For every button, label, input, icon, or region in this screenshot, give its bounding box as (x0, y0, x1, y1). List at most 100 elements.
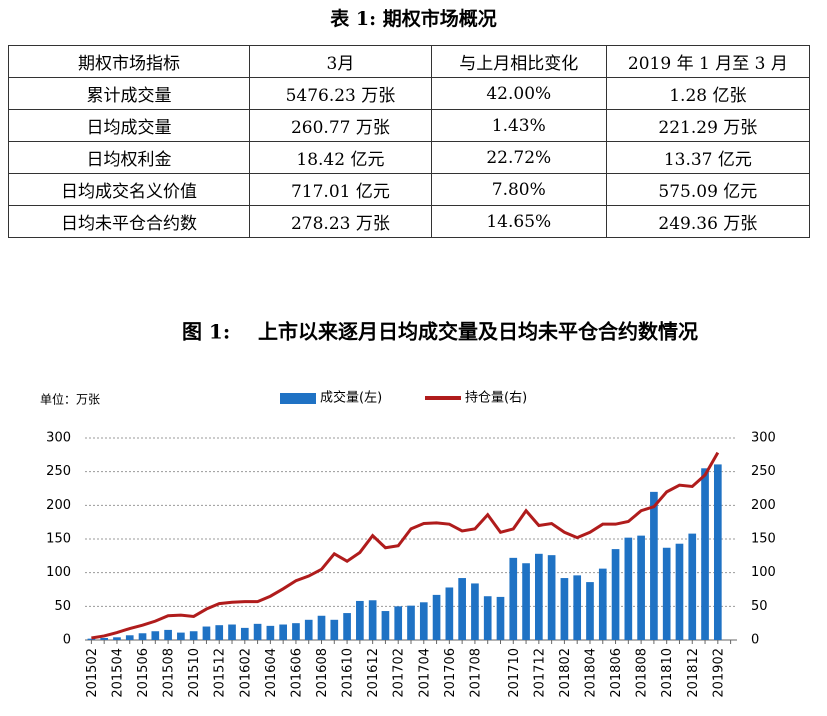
bar (253, 623, 262, 640)
header-row: 期权市场指标 3月 与上月相比变化 2019 年 1 月至 3 月 (7, 45, 811, 78)
y-tick-label: 200 (46, 498, 71, 513)
table-cell: 7.80% (430, 173, 607, 206)
bar (419, 602, 428, 640)
unit-label: 单位：万张 (40, 392, 100, 407)
bar (407, 605, 415, 640)
y-tick-label: 300 (46, 431, 71, 446)
y2-tick-label: 100 (751, 565, 776, 580)
table-cell: 221.29 万张 (605, 109, 811, 142)
table-cell: 累计成交量 (7, 77, 251, 110)
x-tick-label: 201804 (583, 648, 598, 698)
bar (573, 575, 582, 640)
bar (189, 631, 198, 640)
x-tick-label: 201508 (162, 648, 177, 698)
bar (279, 624, 287, 640)
bar (586, 582, 594, 640)
y-tick-label: 50 (54, 599, 71, 614)
y-tick-label: 150 (46, 532, 71, 547)
table-cell: 1.43% (430, 109, 607, 142)
bar (240, 627, 249, 640)
bar (445, 587, 454, 640)
table-cell: 260.77 万张 (249, 109, 432, 142)
bar (138, 633, 147, 640)
x-tick-label: 201704 (417, 648, 432, 698)
y-tick-label: 100 (46, 565, 71, 580)
legend-label: 持仓量(右) (465, 391, 527, 406)
table-row: 日均成交量 260.77 万张 1.43% 221.29 万张 (7, 109, 811, 142)
x-tick-label: 201602 (238, 648, 253, 698)
y-tick-label: 250 (46, 464, 71, 479)
x-tick-label: 201710 (507, 648, 522, 698)
y2-tick-label: 150 (751, 532, 776, 547)
bar (151, 631, 160, 640)
bar (522, 563, 530, 640)
table-title: 表 1: 期权市场概况 (330, 8, 497, 30)
y-tick-label: 0 (63, 633, 71, 648)
x-tick-label: 201706 (443, 648, 458, 698)
market-table: 期权市场指标 3月 与上月相比变化 2019 年 1 月至 3 月累计成交量 5476.… (7, 45, 811, 238)
bar (266, 625, 275, 640)
y2-tick-label: 250 (751, 464, 776, 479)
bar (87, 638, 96, 640)
table-cell: 日均成交名义价值 (7, 173, 251, 206)
table-cell: 日均未平仓合约数 (7, 205, 251, 238)
bar (215, 625, 224, 640)
bar (611, 549, 620, 640)
chart-title: 图 1: 上市以来逐月日均成交量及日均未平仓合约数情况 (182, 320, 698, 344)
bar (701, 468, 709, 640)
bar (228, 624, 236, 640)
bar (113, 637, 121, 640)
bar (368, 600, 377, 640)
x-tick-label: 201506 (136, 648, 151, 698)
table-row: 日均成交名义价值 717.01 亿元 7.80% 575.09 亿元 (7, 173, 811, 206)
bar (432, 594, 441, 640)
bar (624, 537, 633, 640)
x-tick-label: 201610 (341, 648, 356, 698)
bar (713, 464, 722, 640)
table-cell: 与上月相比变化 (430, 45, 607, 78)
table-cell: 14.65% (430, 205, 607, 238)
bar (343, 613, 351, 640)
bar (471, 583, 479, 640)
x-tick-label: 201604 (264, 648, 279, 698)
legend-label: 成交量(左) (320, 390, 382, 406)
bar (202, 626, 211, 640)
bar (598, 568, 607, 640)
x-tick-label: 201806 (609, 648, 624, 698)
bar (662, 547, 671, 640)
x-tick-label: 201810 (660, 648, 675, 698)
bar (394, 606, 403, 640)
x-tick-label: 201504 (110, 648, 125, 698)
bar (637, 535, 645, 640)
y2-tick-label: 300 (751, 431, 776, 446)
table-cell: 717.01 亿元 (249, 173, 432, 206)
bar (381, 611, 390, 640)
x-tick-label: 201512 (213, 648, 228, 698)
bar (547, 555, 556, 640)
x-tick-label: 201812 (686, 648, 701, 698)
bar (330, 619, 339, 640)
table-cell: 2019 年 1 月至 3 月 (605, 45, 811, 78)
bar (535, 553, 543, 640)
bar (560, 578, 569, 640)
table-cell: 日均权利金 (7, 141, 251, 174)
bar (688, 533, 697, 640)
table-cell: 249.36 万张 (605, 205, 811, 238)
x-tick-label: 201808 (635, 648, 650, 698)
bar (304, 619, 313, 640)
bar (650, 491, 658, 640)
table-cell: 18.42 亿元 (249, 141, 432, 174)
y2-tick-label: 50 (751, 599, 768, 614)
x-tick-label: 201708 (468, 648, 483, 698)
table-row: 日均权利金 18.42 亿元 22.72% 13.37 亿元 (7, 141, 811, 174)
bar (675, 543, 684, 640)
x-tick-label: 201902 (711, 648, 726, 698)
table-cell: 1.28 亿张 (605, 77, 811, 110)
bar (125, 635, 134, 640)
x-tick-label: 201606 (289, 648, 304, 698)
x-tick-label: 201712 (532, 648, 547, 698)
table-row: 累计成交量 5476.23 万张 42.00% 1.28 亿张 (7, 77, 811, 110)
bar (356, 600, 364, 640)
